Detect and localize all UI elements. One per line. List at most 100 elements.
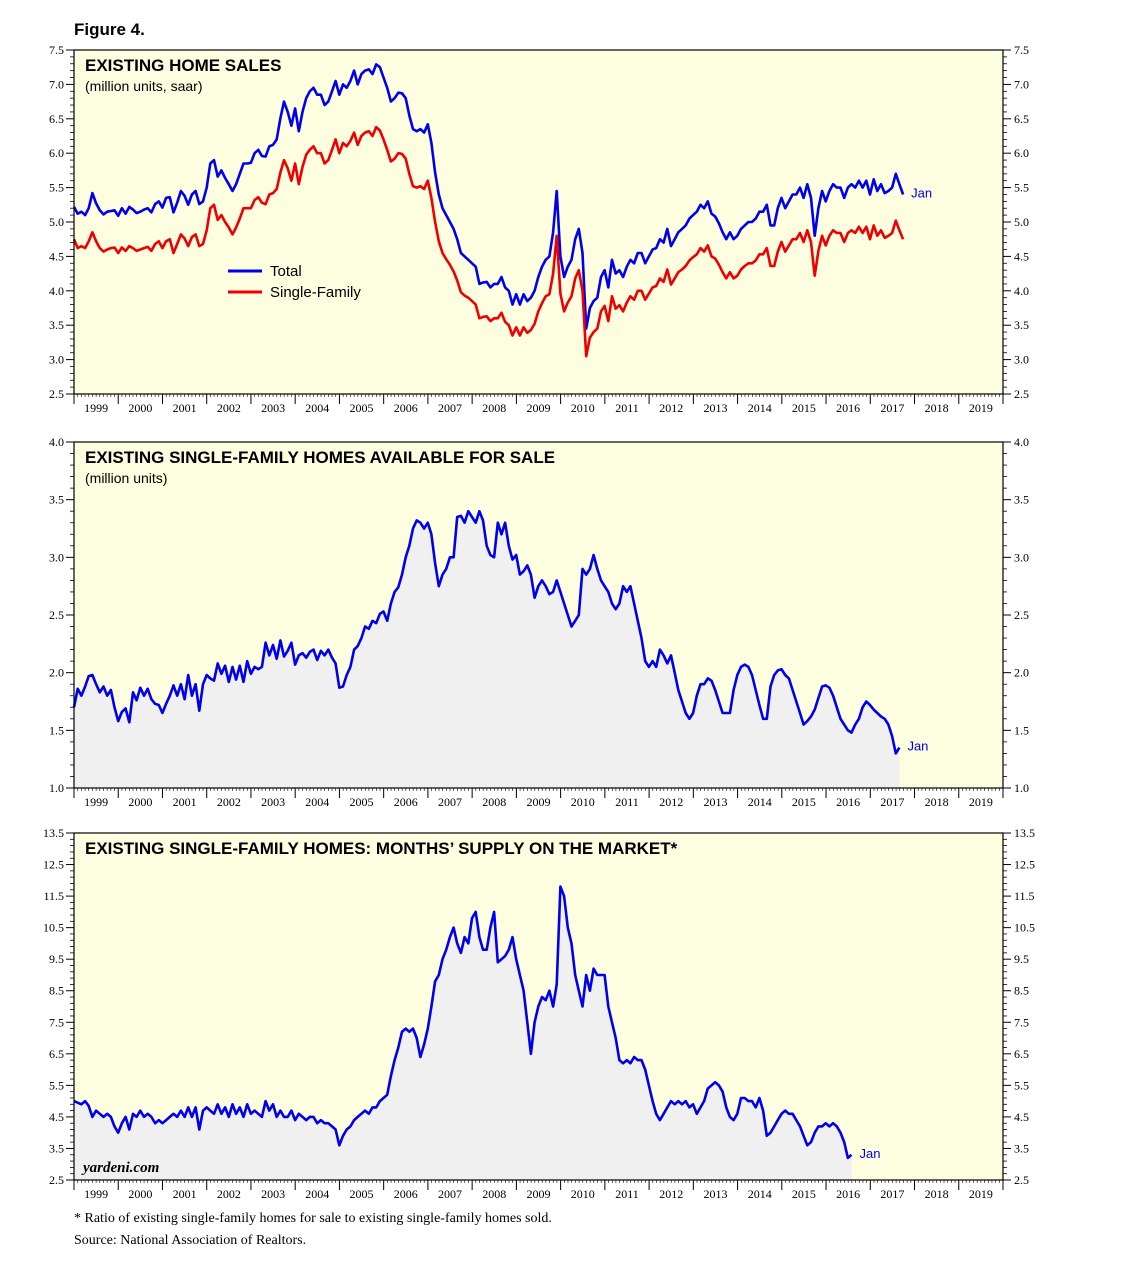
y-tick-label-left: 2.5 [49,387,64,401]
chart-subtitle: (million units) [85,470,167,486]
y-tick-label-left: 4.0 [49,435,64,449]
chart-subtitle: (million units, saar) [85,78,202,94]
y-tick-label-right: 7.5 [1014,1015,1029,1029]
x-tick-label: 2018 [925,795,949,809]
y-tick-label-right: 2.0 [1014,666,1029,680]
y-tick-label-left: 3.5 [49,493,64,507]
y-tick-label-left: 3.5 [49,318,64,332]
y-tick-label-left: 7.0 [49,77,64,91]
x-tick-label: 2005 [350,795,374,809]
x-tick-label: 2015 [792,1187,816,1201]
y-tick-label-right: 4.0 [1014,284,1029,298]
y-tick-label-left: 10.5 [43,921,64,935]
y-tick-label-right: 3.0 [1014,550,1029,564]
legend-label: Single-Family [270,284,361,301]
x-tick-label: 2016 [836,1187,860,1201]
y-tick-label-right: 7.5 [1014,43,1029,57]
y-tick-label-left: 5.5 [49,1078,64,1092]
y-tick-label-right: 4.0 [1014,435,1029,449]
y-tick-label-right: 2.5 [1014,387,1029,401]
x-tick-label: 2011 [615,1187,639,1201]
y-tick-label-right: 3.5 [1014,318,1029,332]
x-tick-label: 2003 [261,795,285,809]
y-tick-label-right: 10.5 [1014,921,1035,935]
chart-panel-1: 2.5 2.5 3.0 3.0 3.5 3.5 4.0 4.0 4.5 4.5 5.0 5.0 5.5 5… [49,43,1029,415]
y-tick-label-left: 6.5 [49,1047,64,1061]
end-label: Jan [907,739,928,754]
y-tick-label-left: 1.5 [49,723,64,737]
x-tick-label: 2014 [748,401,772,415]
y-tick-label-left: 1.0 [49,781,64,795]
x-tick-label: 2007 [438,401,462,415]
y-tick-label-left: 7.5 [49,1015,64,1029]
y-tick-label-left: 2.0 [49,666,64,680]
y-tick-label-left: 13.5 [43,826,64,840]
x-tick-label: 2000 [128,1187,152,1201]
chart-panel-2: 1.0 1.0 1.5 1.5 2.0 2.0 2.5 2.5 3.0 3.0 3.5 3.5 4.0 4… [49,435,1029,809]
x-tick-label: 2001 [173,401,197,415]
x-tick-label: 2003 [261,401,285,415]
x-tick-label: 2017 [880,795,904,809]
x-tick-label: 2004 [305,795,329,809]
y-tick-label-right: 3.0 [1014,353,1029,367]
x-tick-label: 2006 [394,1187,418,1201]
area-fill [74,886,852,1180]
series-line-main [73,885,853,1160]
x-tick-label: 2012 [659,401,683,415]
y-tick-label-left: 6.5 [49,112,64,126]
series-line-total [72,63,905,330]
y-tick-label-right: 5.5 [1014,181,1029,195]
charts-canvas: 2.5 2.5 3.0 3.0 3.5 3.5 4.0 4.0 4.5 4.5 5.0 5.0 5.5 5… [43,43,1035,1201]
y-tick-label-right: 12.5 [1014,858,1035,872]
chart-title: EXISTING SINGLE-FAMILY HOMES: MONTHS’ SU… [85,839,678,858]
x-tick-label: 2005 [350,1187,374,1201]
chart-panel-3: 2.5 2.5 3.5 3.5 4.5 4.5 5.5 5.5 6.5 6.5 7.5 7.5 8.5 8… [43,826,1035,1201]
y-tick-label-left: 12.5 [43,858,64,872]
y-tick-label-left: 3.5 [49,1141,64,1155]
x-tick-label: 2016 [836,401,860,415]
x-tick-label: 2015 [792,401,816,415]
y-tick-label-right: 8.5 [1014,984,1029,998]
y-tick-label-right: 1.5 [1014,723,1029,737]
chart-title: EXISTING HOME SALES [85,56,281,75]
chart-title: EXISTING SINGLE-FAMILY HOMES AVAILABLE F… [85,448,555,467]
x-tick-label: 2000 [128,795,152,809]
area-fill [74,511,900,788]
y-tick-label-right: 6.0 [1014,146,1029,160]
y-tick-label-right: 13.5 [1014,826,1035,840]
x-tick-label: 2008 [482,401,506,415]
x-tick-label: 1999 [84,1187,108,1201]
y-tick-label-left: 2.5 [49,1173,64,1187]
y-tick-label-left: 8.5 [49,984,64,998]
x-tick-label: 2006 [394,401,418,415]
y-tick-label-right: 5.0 [1014,215,1029,229]
x-tick-label: 2004 [305,1187,329,1201]
y-tick-label-left: 4.0 [49,284,64,298]
x-tick-label: 2010 [571,1187,595,1201]
x-tick-label: 1999 [84,401,108,415]
x-tick-label: 2012 [659,1187,683,1201]
watermark: yardeni.com [81,1160,159,1176]
y-tick-label-left: 11.5 [43,889,64,903]
x-tick-label: 2004 [305,401,329,415]
x-tick-label: 2002 [217,1187,241,1201]
x-tick-label: 2011 [615,401,639,415]
y-tick-label-left: 4.5 [49,1110,64,1124]
y-tick-label-left: 3.0 [49,550,64,564]
y-tick-label-right: 9.5 [1014,952,1029,966]
x-tick-label: 1999 [84,795,108,809]
x-tick-label: 2010 [571,795,595,809]
x-tick-label: 2016 [836,795,860,809]
x-tick-label: 2002 [217,795,241,809]
x-tick-label: 2013 [703,1187,727,1201]
series-line-main [72,509,901,755]
y-tick-label-right: 11.5 [1014,889,1035,903]
y-tick-label-right: 6.5 [1014,1047,1029,1061]
y-tick-label-right: 7.0 [1014,77,1029,91]
x-tick-label: 2019 [969,1187,993,1201]
y-tick-label-left: 4.5 [49,249,64,263]
figure-label: Figure 4. [74,20,145,39]
y-tick-label-right: 2.5 [1014,608,1029,622]
x-tick-label: 2007 [438,795,462,809]
y-tick-label-left: 7.5 [49,43,64,57]
